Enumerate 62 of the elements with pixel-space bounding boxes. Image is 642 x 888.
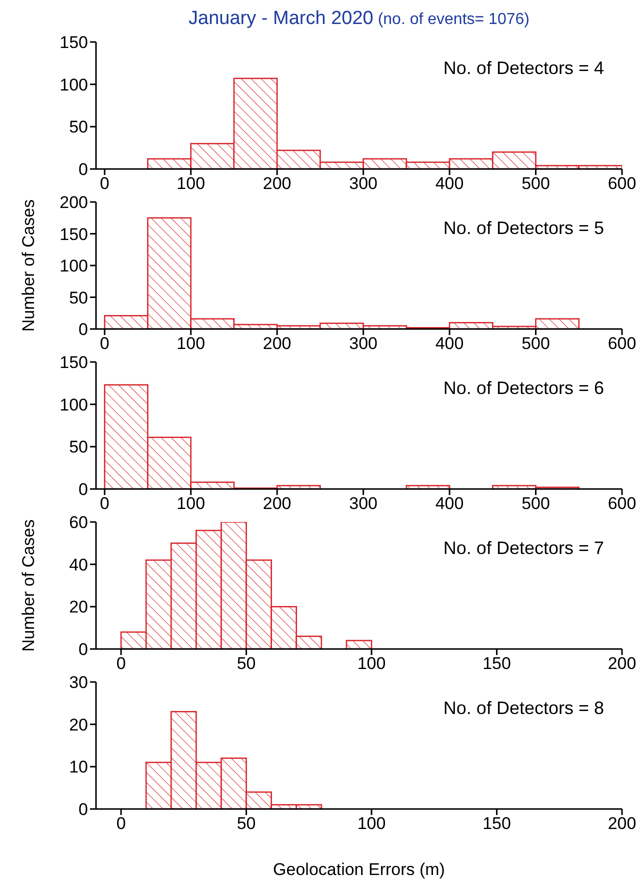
x-tick-label: 200 <box>608 814 636 834</box>
x-tick-label: 0 <box>116 654 126 674</box>
x-tick-label: 300 <box>349 334 378 354</box>
y-tick-label: 0 <box>78 160 88 180</box>
x-tick-label: 100 <box>176 334 206 354</box>
y-tick-label: 150 <box>60 224 88 244</box>
x-tick-label: 0 <box>100 494 110 514</box>
x-axis-title: Geolocation Errors (m) <box>273 860 445 879</box>
y-tick-label: 100 <box>60 75 88 94</box>
y-axis-title: Number of Cases <box>19 519 38 652</box>
y-tick-label: 40 <box>69 555 88 574</box>
x-tick-label: 600 <box>608 334 636 354</box>
x-tick-label: 50 <box>236 814 256 834</box>
x-tick-label: 400 <box>435 494 464 514</box>
annotation: No. of Detectors = 4 <box>443 58 604 79</box>
x-tick-label: 0 <box>100 174 110 194</box>
x-tick-label: 500 <box>522 494 550 514</box>
y-axis-title: Number of Cases <box>19 199 38 332</box>
chart-title: January - March 2020 <box>188 8 374 29</box>
x-tick-label: 600 <box>608 174 636 194</box>
y-tick-label: 150 <box>60 353 88 372</box>
x-tick-label: 300 <box>349 174 378 194</box>
y-tick-label: 0 <box>78 480 88 500</box>
y-tick-label: 10 <box>69 758 88 777</box>
y-tick-label: 200 <box>60 193 88 212</box>
y-tick-label: 150 <box>60 33 88 52</box>
x-tick-label: 0 <box>100 334 110 354</box>
x-tick-label: 200 <box>262 174 292 194</box>
annotation: No. of Detectors = 6 <box>443 378 604 399</box>
y-tick-label: 100 <box>60 395 88 414</box>
x-tick-label: 400 <box>435 174 464 194</box>
chart-subtitle: (no. of events= 1076) <box>376 11 530 28</box>
x-tick-label: 500 <box>522 174 550 194</box>
x-tick-label: 50 <box>236 654 256 674</box>
annotation: No. of Detectors = 7 <box>443 538 604 559</box>
y-tick-label: 0 <box>78 640 88 660</box>
annotation: No. of Detectors = 5 <box>443 218 604 239</box>
x-tick-label: 400 <box>435 334 464 354</box>
x-tick-label: 100 <box>357 814 386 834</box>
y-tick-label: 0 <box>78 320 88 340</box>
x-tick-label: 150 <box>482 814 511 834</box>
y-tick-label: 20 <box>69 715 88 734</box>
y-tick-label: 30 <box>69 673 88 692</box>
x-tick-label: 100 <box>176 174 206 194</box>
x-tick-label: 600 <box>608 494 636 514</box>
y-tick-label: 100 <box>60 256 88 276</box>
y-tick-label: 60 <box>69 513 88 532</box>
x-tick-label: 100 <box>357 654 386 674</box>
x-tick-label: 300 <box>349 494 378 514</box>
y-tick-label: 50 <box>69 288 88 308</box>
y-tick-label: 50 <box>69 438 88 457</box>
x-tick-label: 500 <box>522 334 550 354</box>
y-tick-label: 0 <box>78 800 88 820</box>
x-tick-label: 0 <box>116 814 126 834</box>
x-tick-label: 100 <box>176 494 206 514</box>
x-tick-label: 200 <box>262 494 292 514</box>
y-tick-label: 20 <box>69 598 88 617</box>
annotation: No. of Detectors = 8 <box>443 698 604 719</box>
x-tick-label: 200 <box>608 654 636 674</box>
x-tick-label: 150 <box>482 654 511 674</box>
y-tick-label: 50 <box>69 118 88 137</box>
x-tick-label: 200 <box>262 334 292 354</box>
